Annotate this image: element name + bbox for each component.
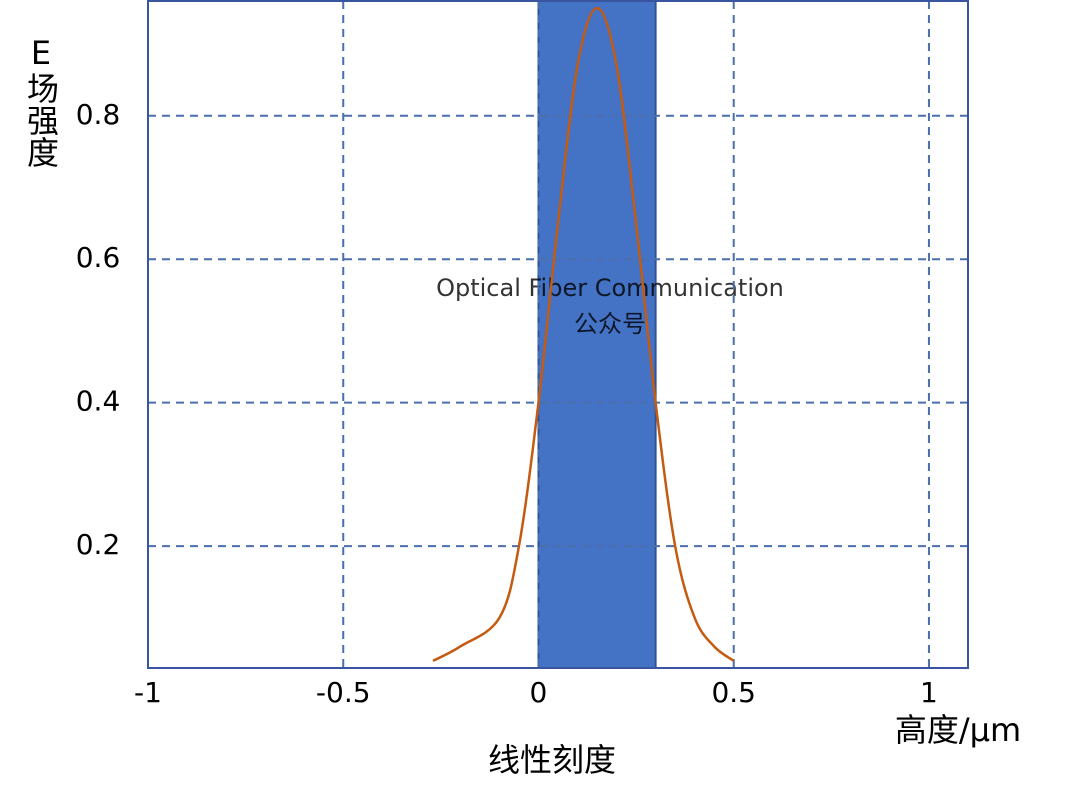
y-tick-label: 0.4 [76,385,121,418]
y-axis-label: E场强度 [22,34,60,168]
x-tick-label: 1 [920,676,938,709]
y-tick-label: 0.6 [76,241,121,274]
y-tick-label: 0.2 [76,528,121,561]
watermark: 公众号 [574,310,646,338]
y-tick-label: 0.8 [76,98,121,131]
shaded-region [537,0,657,669]
x-tick-label: -1 [134,676,162,709]
x-tick-label: 0 [530,676,548,709]
data-line [432,6,735,662]
unit-label: 高度/μm [895,711,1021,749]
watermark: Optical Fiber Communication [436,274,784,302]
x-tick-label: -0.5 [316,676,371,709]
plot-frame [147,0,969,669]
x-tick-label: 0.5 [711,676,756,709]
x-axis-label: 线性刻度 [488,741,616,779]
